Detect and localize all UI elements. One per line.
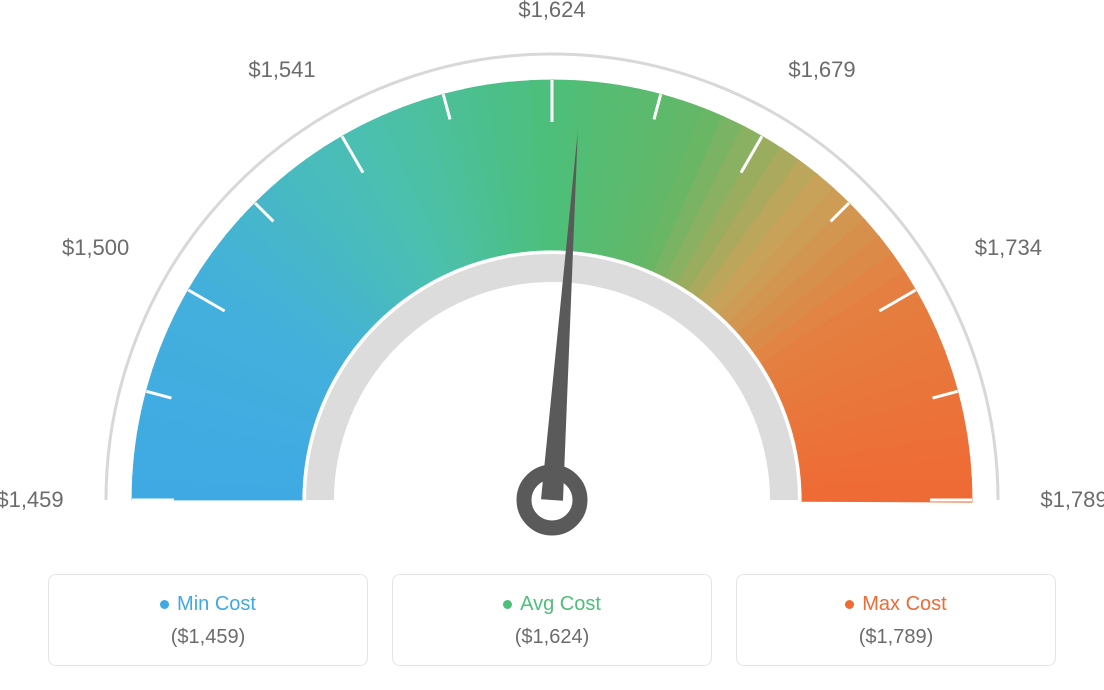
max-cost-label: Max Cost (862, 593, 946, 616)
max-cost-card: Max Cost ($1,789) (736, 574, 1056, 666)
avg-cost-header: Avg Cost (503, 593, 601, 616)
gauge-chart: $1,459$1,500$1,541$1,624$1,679$1,734$1,7… (52, 20, 1052, 540)
min-cost-header: Min Cost (160, 593, 256, 616)
gauge-tick-label: $1,679 (788, 57, 855, 83)
avg-cost-card: Avg Cost ($1,624) (392, 574, 712, 666)
avg-dot-icon (503, 600, 512, 609)
min-dot-icon (160, 600, 169, 609)
gauge-tick-label: $1,789 (1040, 487, 1104, 513)
max-cost-header: Max Cost (845, 593, 946, 616)
min-cost-card: Min Cost ($1,459) (48, 574, 368, 666)
gauge-tick-label: $1,459 (0, 487, 64, 513)
gauge-tick-label: $1,500 (62, 235, 129, 261)
min-cost-value: ($1,459) (49, 626, 367, 649)
max-cost-value: ($1,789) (737, 626, 1055, 649)
gauge-tick-label: $1,734 (975, 235, 1042, 261)
gauge-tick-label: $1,541 (248, 57, 315, 83)
max-dot-icon (845, 600, 854, 609)
gauge-tick-label: $1,624 (518, 0, 585, 23)
avg-cost-value: ($1,624) (393, 626, 711, 649)
avg-cost-label: Avg Cost (520, 593, 601, 616)
summary-cards: Min Cost ($1,459) Avg Cost ($1,624) Max … (48, 574, 1056, 666)
gauge-svg (52, 20, 1052, 560)
min-cost-label: Min Cost (177, 593, 256, 616)
